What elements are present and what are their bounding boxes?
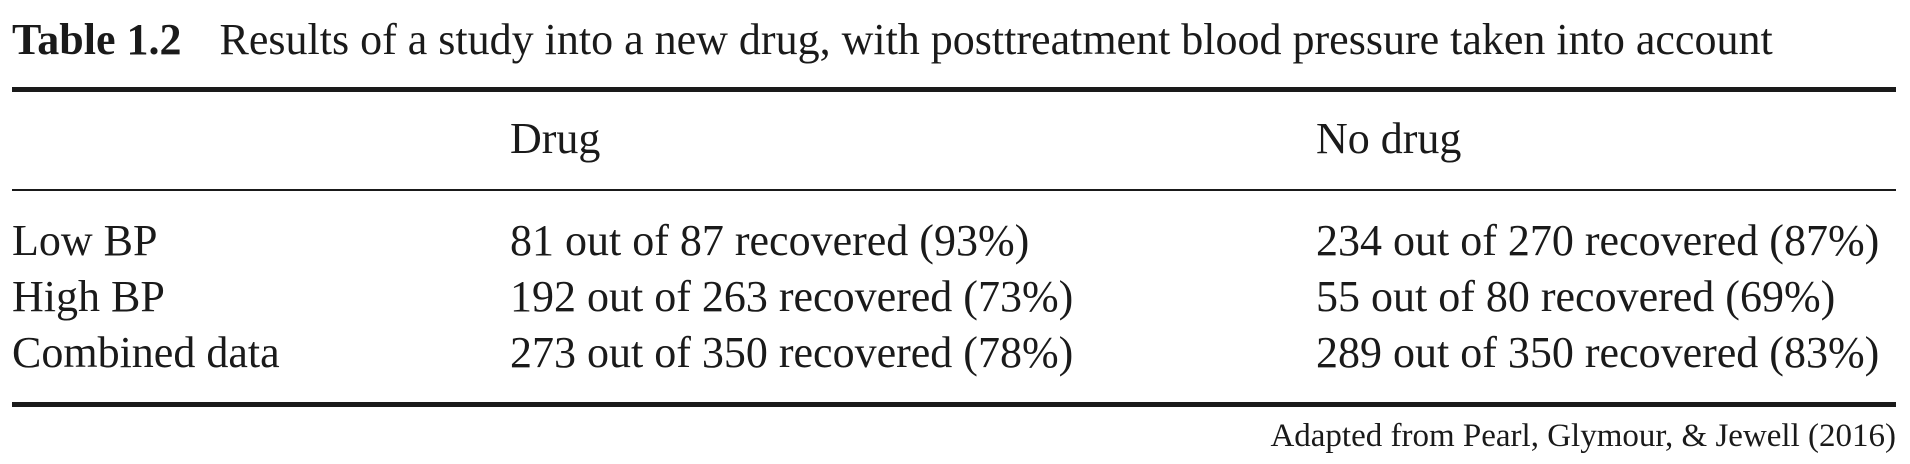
header-rule bbox=[12, 189, 1896, 191]
source-note: Adapted from Pearl, Glymour, & Jewell (2… bbox=[1270, 418, 1896, 454]
top-rule bbox=[12, 87, 1896, 92]
cell-combined-no-drug: 289 out of 350 recovered (83%) bbox=[1316, 328, 1880, 377]
cell-high-bp-drug: 192 out of 263 recovered (73%) bbox=[510, 272, 1074, 321]
column-header-no-drug: No drug bbox=[1316, 114, 1462, 163]
table-caption: Table 1.2 Results of a study into a new d… bbox=[12, 12, 1773, 68]
column-header-drug: Drug bbox=[510, 114, 601, 163]
table-label: Table 1.2 bbox=[12, 15, 182, 64]
row-label-combined-data: Combined data bbox=[12, 328, 280, 377]
bottom-rule bbox=[12, 402, 1896, 407]
row-label-low-bp: Low BP bbox=[12, 216, 158, 265]
row-label-high-bp: High BP bbox=[12, 272, 165, 321]
cell-combined-drug: 273 out of 350 recovered (78%) bbox=[510, 328, 1074, 377]
cell-low-bp-drug: 81 out of 87 recovered (93%) bbox=[510, 216, 1030, 265]
cell-low-bp-no-drug: 234 out of 270 recovered (87%) bbox=[1316, 216, 1880, 265]
table-title: Results of a study into a new drug, with… bbox=[219, 15, 1773, 64]
cell-high-bp-no-drug: 55 out of 80 recovered (69%) bbox=[1316, 272, 1836, 321]
